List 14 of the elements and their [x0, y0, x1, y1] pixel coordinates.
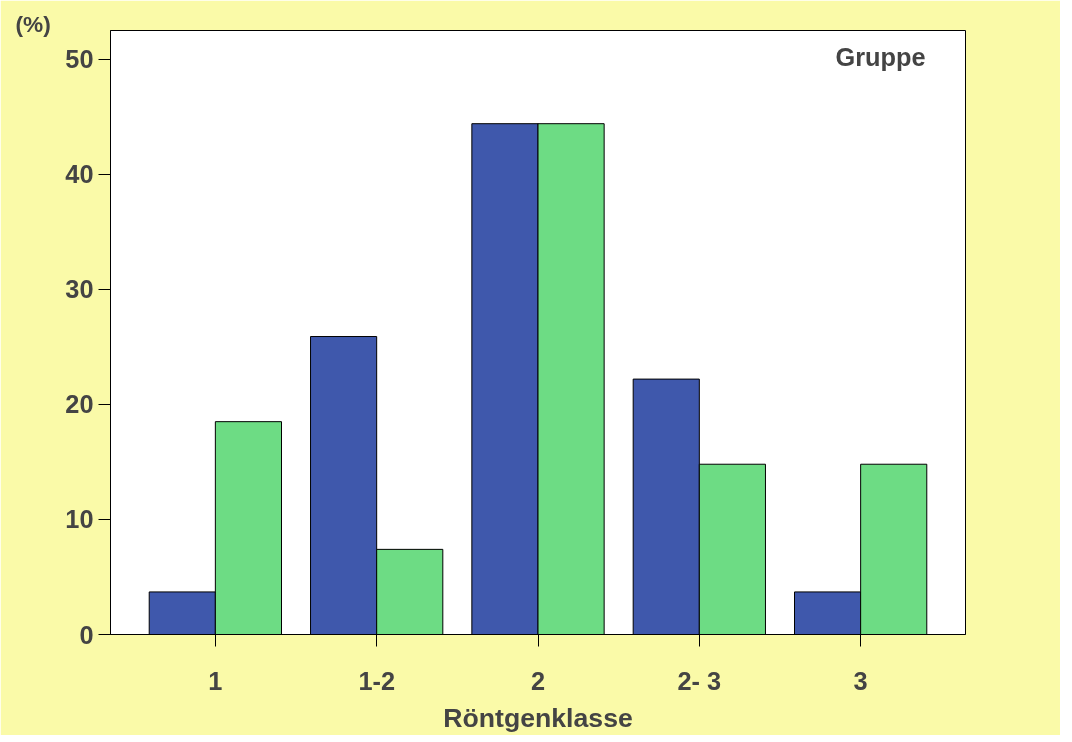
y-tick-label: 50 — [65, 45, 94, 74]
x-tick-label: 1-2 — [358, 666, 395, 695]
x-axis-title: Röntgenklasse — [443, 702, 633, 733]
x-tick-label: 3 — [853, 666, 868, 695]
legend-title: Gruppe — [835, 42, 926, 71]
x-tick-label: 2 — [530, 666, 546, 695]
y-tick-label: 10 — [65, 505, 94, 534]
y-axis-title: (%) — [15, 10, 51, 37]
x-tick-label: 1 — [208, 666, 223, 695]
y-tick-label: 0 — [79, 620, 94, 649]
y-tick-label: 20 — [65, 390, 94, 419]
x-tick-label: 2- 3 — [677, 666, 722, 695]
y-tick-label: 40 — [65, 160, 94, 189]
y-tick-label: 30 — [65, 275, 94, 304]
